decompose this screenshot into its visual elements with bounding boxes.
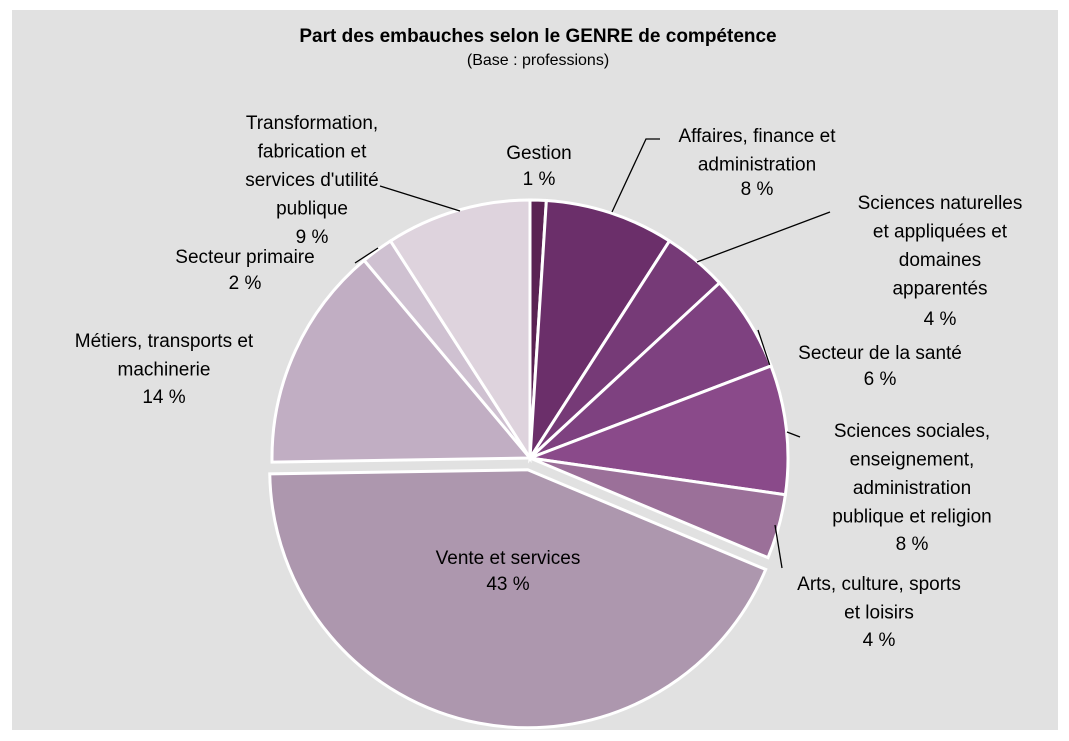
value-label: 2 %: [229, 273, 262, 294]
value-label: 8 %: [896, 534, 929, 555]
leader-line: [786, 431, 801, 438]
leader-line: [696, 211, 831, 263]
slice-label: Arts, culture, sports et loisirs: [797, 574, 961, 624]
slice-label: Sciences sociales, enseignement, administr…: [832, 421, 992, 528]
slice-label: Transformation, fabrication et services d'…: [245, 113, 379, 220]
pie-slice: [524, 363, 790, 497]
pie-slice: [268, 468, 768, 730]
leader-line: [354, 247, 379, 264]
slice-label: Gestion: [506, 143, 571, 164]
value-label: 6 %: [864, 369, 897, 390]
slice-label: Métiers, transports et machinerie: [75, 331, 254, 381]
pie-slice: [529, 456, 788, 560]
slice-label: Secteur primaire: [175, 247, 314, 268]
chart-subtitle: (Base : professions): [467, 52, 609, 69]
value-label: 1 %: [523, 169, 556, 190]
leader-line: [611, 138, 660, 213]
value-label: 9 %: [296, 227, 329, 248]
value-label: 4 %: [924, 309, 957, 330]
leader-line: [774, 524, 783, 569]
chart-title: Part des embauches selon le GENRE de com…: [299, 26, 776, 47]
value-label: 14 %: [142, 387, 185, 408]
slice-label: Vente et services: [436, 548, 581, 569]
value-label: 8 %: [741, 179, 774, 200]
leader-line: [379, 185, 461, 212]
pie-slice: [528, 198, 672, 464]
slice-label: Secteur de la santé: [798, 343, 962, 364]
slice-label: Sciences naturelles et appliquées et domai…: [858, 193, 1023, 300]
leader-line: [757, 329, 771, 367]
pie-slice: [270, 258, 534, 464]
value-label: 43 %: [486, 574, 529, 595]
value-label: 4 %: [863, 630, 896, 651]
slice-label: Affaires, finance et administration: [678, 126, 836, 176]
